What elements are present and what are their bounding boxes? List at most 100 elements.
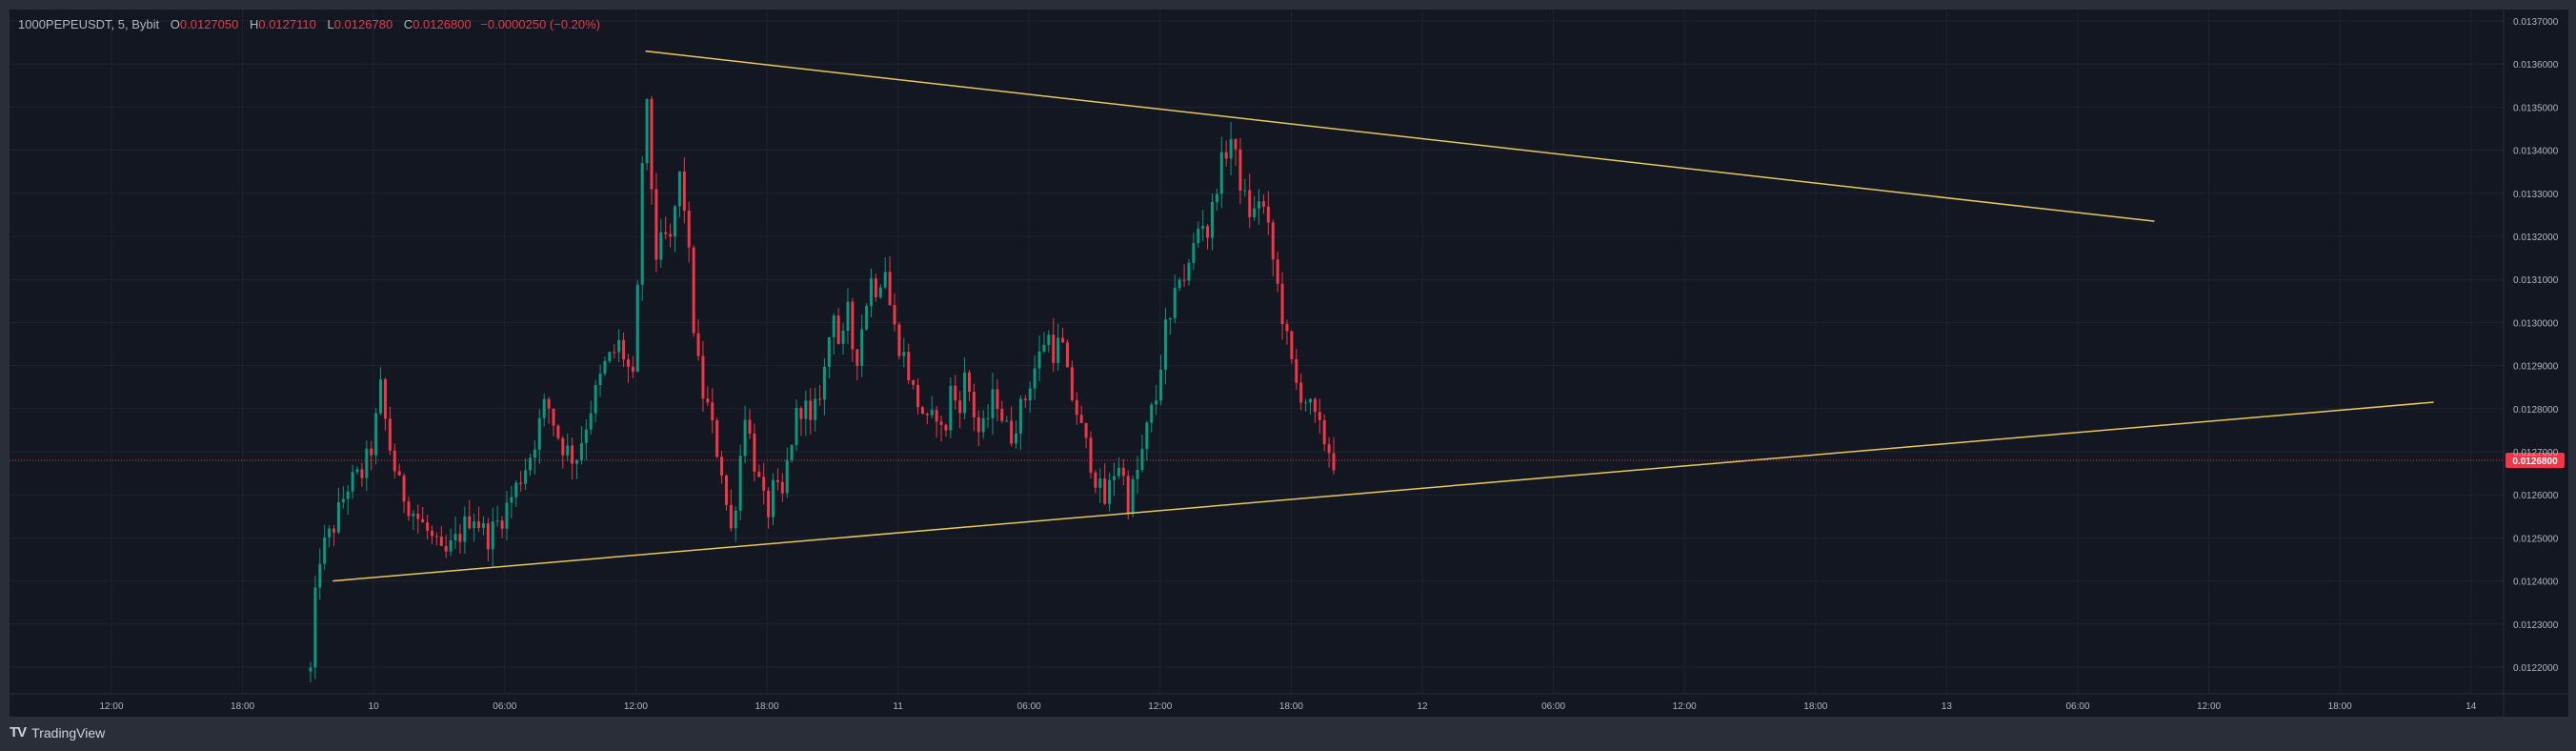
x-tick-label: 06:00 [493, 701, 516, 712]
candle-body [669, 233, 673, 237]
candle-body [1121, 467, 1125, 477]
candle-body [1159, 369, 1163, 401]
candle-body [402, 475, 406, 502]
candle-body [1327, 444, 1331, 454]
candle-body [1075, 399, 1078, 416]
candle-body [1234, 138, 1238, 150]
candle-body [939, 421, 943, 425]
y-tick-label: 0.0124000 [2513, 578, 2559, 588]
grid [10, 10, 2504, 694]
candle-body [865, 305, 869, 330]
x-tick-label: 18:00 [231, 701, 254, 712]
y-tick-label: 0.0131000 [2513, 275, 2559, 286]
candle-body [1018, 398, 1022, 434]
candle-body [1266, 206, 1270, 223]
x-tick-label: 12:00 [1148, 701, 1172, 712]
candle-body [561, 437, 565, 456]
time-axis-background[interactable] [10, 694, 2504, 717]
symbol-legend[interactable]: 1000PEPEUSDT, 5, Bybit O0.0127050 H0.012… [18, 17, 600, 31]
candle-body [631, 366, 634, 372]
candle-body [1322, 419, 1326, 445]
candle-body [799, 408, 803, 419]
brand-label: TradingView [31, 724, 106, 741]
y-tick-label: 0.0123000 [2513, 620, 2559, 631]
candle-body [814, 398, 817, 420]
y-tick-label: 0.0129000 [2513, 362, 2559, 373]
candle-body [355, 469, 359, 473]
candle-body [1047, 335, 1051, 345]
candle-body [421, 518, 425, 523]
footer-branding[interactable]: TV TradingView [10, 724, 105, 741]
candle-body [519, 482, 523, 484]
candle-body [528, 457, 532, 471]
candle-body [902, 352, 906, 356]
candle-body [1285, 324, 1289, 332]
candle-body [556, 425, 560, 438]
price-axis[interactable]: 0.0122000 0.0123000 0.0124000 0.0125000 0.01… [2513, 17, 2559, 674]
y-tick-label: 0.0128000 [2513, 405, 2559, 416]
candle-body [1219, 152, 1223, 194]
candle-body [495, 520, 499, 522]
candle-body [486, 523, 490, 550]
candle-body [836, 315, 840, 344]
x-tick-label: 12:00 [99, 701, 123, 712]
candle-body [1098, 478, 1102, 488]
x-tick-label: 18:00 [1279, 701, 1303, 712]
candle-body [748, 419, 752, 434]
candle-body [1243, 190, 1247, 192]
candle-body [1308, 398, 1312, 403]
candle-body [976, 416, 980, 433]
candle-body [827, 336, 831, 367]
candle-body [846, 301, 850, 331]
candle-body [935, 410, 938, 422]
candle-body [711, 402, 714, 420]
candle-body [958, 400, 962, 414]
open-label: O [170, 17, 180, 31]
low-value: 0.0126780 [333, 17, 393, 31]
candle-body [635, 284, 639, 372]
candle-body [645, 98, 649, 164]
candle-body [907, 352, 911, 380]
candle-body [762, 477, 766, 491]
candle-body [533, 449, 536, 458]
price-axis-background[interactable] [2504, 10, 2568, 717]
trendlines[interactable] [332, 50, 2434, 582]
symbol-label[interactable]: 1000PEPEUSDT, 5, Bybit [18, 17, 160, 31]
candle-body [537, 417, 541, 450]
candle-body [397, 471, 401, 476]
candle-body [1145, 422, 1149, 450]
candle-body [1057, 337, 1060, 363]
candle-body [392, 450, 396, 472]
candle-body [1258, 201, 1261, 209]
candle-body [579, 442, 583, 461]
candle-body [336, 502, 340, 533]
candles [309, 95, 1336, 682]
candle-body [1318, 412, 1321, 420]
candle-body [346, 491, 350, 499]
candle-body [1182, 279, 1186, 281]
candle-body [1052, 335, 1056, 363]
candle-body [1140, 449, 1144, 470]
x-tick-label: 12 [1417, 701, 1428, 712]
candle-body [1304, 402, 1308, 404]
candle-body [1206, 226, 1210, 238]
candle-body [944, 424, 948, 431]
candle-body [1023, 398, 1027, 401]
candle-body [1187, 262, 1191, 281]
candle-body [1084, 422, 1088, 438]
candle-body [439, 536, 443, 546]
x-tick-label: 12:00 [624, 701, 648, 712]
time-axis[interactable]: 12:00 18:00 10 06:00 12:00 18:00 11 06:00 12:00 1… [99, 701, 2476, 712]
candle-body [841, 330, 845, 344]
candle-body [996, 389, 999, 410]
candle-body [1094, 472, 1097, 488]
candle-body [426, 522, 430, 531]
candle-body [1238, 149, 1242, 192]
candle-body [1280, 283, 1284, 325]
candle-body [1168, 317, 1172, 320]
y-tick-label: 0.0127000 [2513, 448, 2559, 458]
candle-body [991, 389, 995, 418]
y-tick-label: 0.0125000 [2513, 534, 2559, 544]
candle-body [383, 378, 387, 419]
